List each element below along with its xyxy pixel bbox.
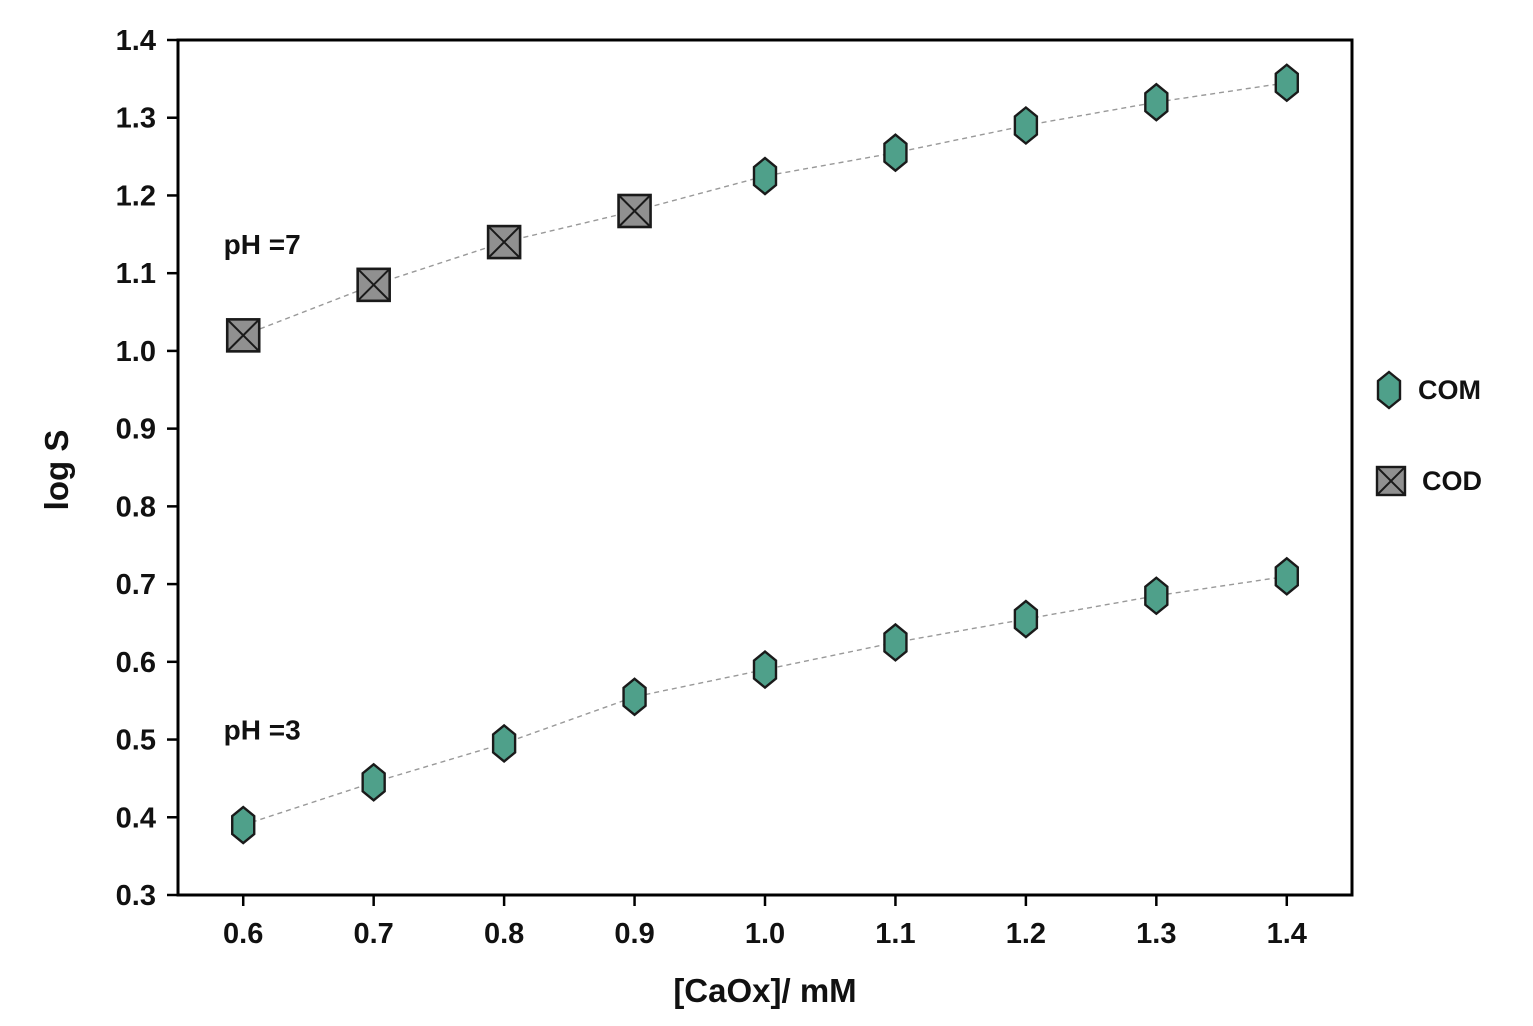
- x-tick-label: 0.6: [223, 918, 263, 950]
- marker-cod-cross: [356, 268, 391, 302]
- annotation: pH =7: [224, 229, 301, 260]
- y-tick-label: 0.6: [116, 647, 156, 679]
- annotation: pH =3: [224, 715, 301, 746]
- y-tick-label: 1.1: [116, 258, 156, 290]
- legend: COM COD: [1372, 368, 1482, 550]
- y-tick-label: 1.2: [116, 180, 156, 212]
- y-tick-label: 0.4: [116, 802, 156, 834]
- x-tick-label: 0.7: [354, 918, 394, 950]
- marker-cod-cross: [487, 225, 521, 259]
- series-line-1: [242, 82, 1287, 337]
- legend-label-cod: COD: [1422, 465, 1482, 496]
- y-tick-label: 1.4: [116, 25, 156, 57]
- marker-com: [752, 156, 778, 196]
- marker-com: [1274, 556, 1299, 596]
- series-line-2: [243, 575, 1287, 826]
- marker-com: [1013, 105, 1039, 146]
- legend-item-cod: COD: [1372, 462, 1482, 500]
- x-tick-label: 0.9: [614, 918, 654, 950]
- marker-com: [231, 805, 256, 845]
- marker-com: [1144, 82, 1169, 122]
- com-hexagon-icon: [1376, 370, 1402, 410]
- y-tick-label: 0.9: [116, 414, 156, 446]
- x-tick-label: 0.8: [484, 918, 524, 950]
- y-tick-label: 1.3: [116, 103, 156, 135]
- marker-com: [883, 622, 908, 662]
- x-tick-label: 1.3: [1136, 918, 1176, 950]
- x-tick-label: 1.4: [1267, 918, 1307, 950]
- y-tick-label: 0.3: [116, 880, 156, 912]
- marker-com: [361, 762, 386, 802]
- x-tick-label: 1.1: [875, 918, 915, 950]
- marker-com: [752, 650, 778, 690]
- marker-com: [1144, 576, 1169, 616]
- marker-cod-cross: [617, 194, 652, 228]
- x-tick-label: 1.2: [1006, 918, 1046, 950]
- cod-crossed-square-icon: [1375, 465, 1407, 497]
- x-axis-title: [CaOx]/ mM: [673, 972, 857, 1009]
- legend-label-com: COM: [1418, 374, 1481, 405]
- marker-com: [1013, 599, 1039, 639]
- marker-com: [883, 133, 908, 173]
- legend-item-com: COM: [1372, 368, 1482, 412]
- y-tick-label: 0.8: [116, 491, 156, 523]
- y-tick-label: 0.7: [116, 569, 156, 601]
- marker-com: [622, 677, 647, 717]
- y-tick-label: 1.0: [116, 336, 156, 368]
- y-axis-title: log S: [38, 429, 75, 511]
- y-tick-label: 0.5: [116, 725, 156, 757]
- marker-com: [1274, 63, 1299, 103]
- marker-cod-cross: [226, 318, 260, 353]
- marker-com: [491, 723, 517, 763]
- x-tick-label: 1.0: [745, 918, 785, 950]
